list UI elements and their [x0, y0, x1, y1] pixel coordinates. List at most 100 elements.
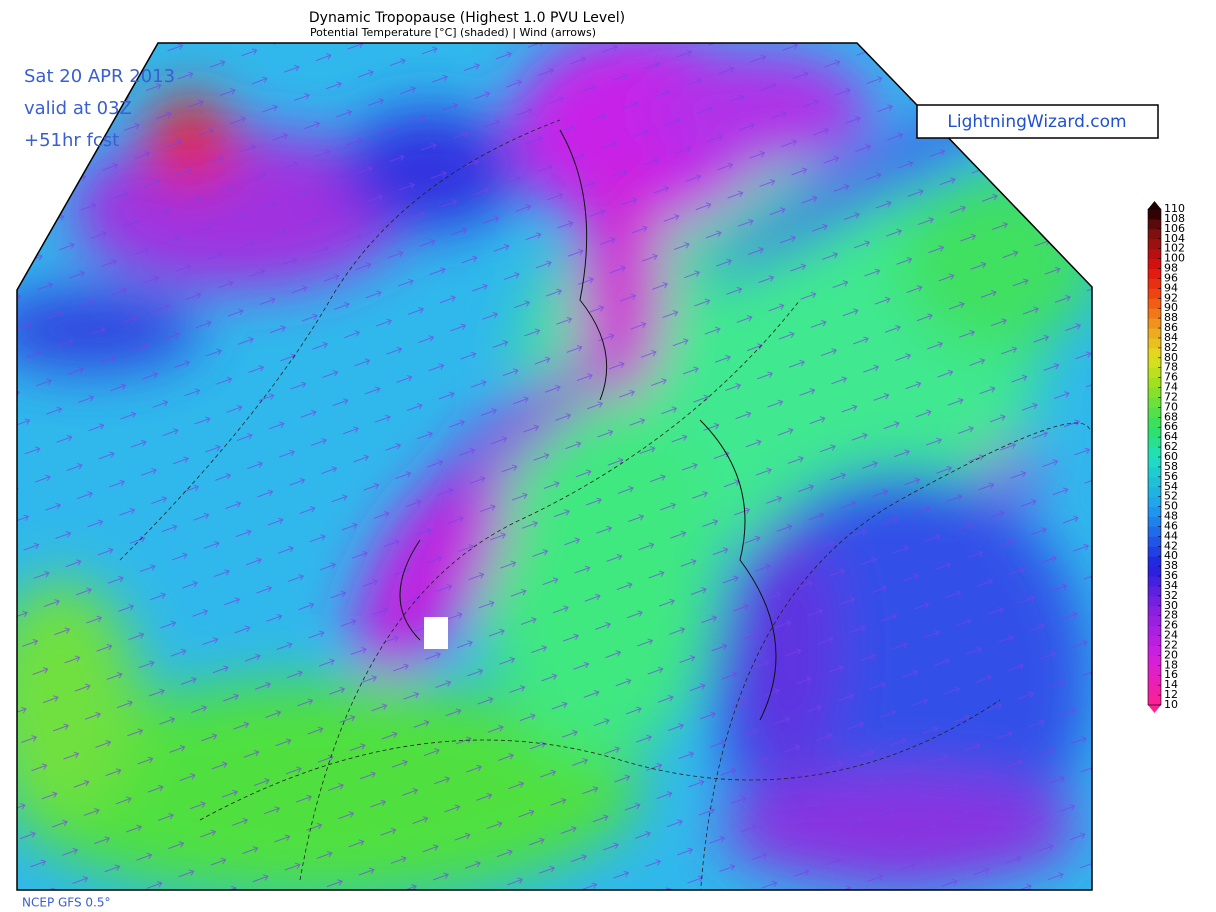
colorbar-label: 38 [1164, 559, 1178, 572]
colorbar-swatch [1148, 407, 1161, 418]
colorbar-swatch [1148, 288, 1161, 299]
colorbar-label: 50 [1164, 500, 1178, 513]
colorbar-label: 108 [1164, 212, 1185, 225]
colorbar-swatch [1148, 655, 1161, 666]
colorbar-label: 56 [1164, 470, 1178, 483]
colorbar-swatch [1148, 238, 1161, 250]
colorbar-label: 48 [1164, 510, 1178, 523]
colorbar-label: 72 [1164, 390, 1178, 403]
colorbar-label: 106 [1164, 222, 1185, 235]
title: Dynamic Tropopause (Highest 1.0 PVU Leve… [309, 10, 625, 26]
colorbar-label: 44 [1164, 529, 1178, 542]
colorbar-label: 58 [1164, 460, 1178, 473]
colorbar-label: 30 [1164, 599, 1178, 612]
colorbar-label: 26 [1164, 619, 1178, 632]
colorbar-swatch [1148, 308, 1161, 319]
colorbar-swatch [1148, 228, 1161, 240]
colorbar-label: 68 [1164, 410, 1178, 423]
colorbar-swatch [1148, 665, 1161, 676]
colorbar-arrow-bottom [1148, 705, 1161, 713]
colorbar-swatch [1148, 268, 1161, 279]
colorbar-swatch [1148, 546, 1161, 557]
colorbar-swatch [1148, 437, 1161, 448]
colorbar-swatch [1148, 486, 1161, 498]
colorbar-swatch [1148, 576, 1161, 587]
colorbar-swatch [1148, 566, 1161, 577]
logo-box [916, 104, 1159, 139]
colorbar-swatch [1148, 258, 1161, 270]
colorbar-swatch [1148, 457, 1161, 468]
valid-time: valid at 03Z [24, 98, 132, 119]
colorbar-label: 88 [1164, 311, 1178, 324]
colorbar-swatch [1148, 536, 1161, 547]
colorbar-label: 54 [1164, 480, 1178, 493]
colorbar-label: 32 [1164, 589, 1178, 602]
colorbar-label: 24 [1164, 629, 1178, 642]
colorbar-swatch [1148, 695, 1161, 706]
colorbar-label: 18 [1164, 658, 1178, 671]
colorbar-label: 46 [1164, 519, 1178, 532]
subtitle: Potential Temperature [°C] (shaded) | Wi… [310, 26, 596, 39]
colorbar-label: 86 [1164, 321, 1178, 334]
colorbar-label: 14 [1164, 678, 1178, 691]
colorbar-swatch [1148, 387, 1161, 398]
colorbar-swatch [1148, 615, 1161, 627]
footer: NCEP GFS 0.5° [22, 896, 111, 910]
colorbar-swatch [1148, 506, 1161, 518]
colorbar-label: 40 [1164, 549, 1178, 562]
colorbar-swatch [1148, 516, 1161, 527]
colorbar-swatch [1148, 357, 1161, 369]
date: Sat 20 APR 2013 [24, 66, 175, 87]
colorbar-swatch [1148, 377, 1161, 389]
colorbar-label: 96 [1164, 271, 1178, 284]
colorbar-arrow-top [1148, 201, 1161, 209]
colorbar-label: 64 [1164, 430, 1178, 443]
colorbar-label: 42 [1164, 539, 1178, 552]
colorbar-swatch [1148, 645, 1161, 656]
colorbar-label: 84 [1164, 331, 1178, 344]
colorbar-label: 28 [1164, 609, 1178, 622]
colorbar-label: 74 [1164, 381, 1178, 394]
colorbar-swatch [1148, 635, 1161, 646]
colorbar-swatch [1148, 556, 1161, 567]
colorbar-swatch [1148, 298, 1161, 309]
colorbar-swatch [1148, 447, 1161, 458]
colorbar-swatch [1148, 337, 1161, 349]
colorbar-label: 16 [1164, 668, 1178, 681]
colorbar-label: 76 [1164, 371, 1178, 384]
colorbar-label: 34 [1164, 579, 1178, 592]
colorbar-label: 60 [1164, 450, 1178, 463]
colorbar-label: 62 [1164, 440, 1178, 453]
colorbar-swatch [1148, 367, 1161, 379]
colorbar-label: 70 [1164, 400, 1178, 413]
colorbar-swatch [1148, 248, 1161, 260]
colorbar-label: 52 [1164, 490, 1178, 503]
colorbar-swatch [1148, 496, 1161, 508]
colorbar-swatch [1148, 675, 1161, 686]
map [17, 43, 1092, 890]
colorbar-label: 100 [1164, 252, 1185, 265]
colorbar-label: 22 [1164, 638, 1178, 651]
colorbar-swatch [1148, 397, 1161, 408]
colorbar-swatch [1148, 526, 1161, 537]
colorbar-swatch [1148, 347, 1161, 359]
colorbar-label: 82 [1164, 341, 1178, 354]
colorbar-swatch [1148, 605, 1161, 617]
colorbar-label: 66 [1164, 420, 1178, 433]
colorbar-swatch [1148, 209, 1161, 220]
colorbar: 1012141618202224262830323436384042444648… [1147, 201, 1185, 713]
colorbar-label: 94 [1164, 281, 1178, 294]
colorbar-label: 90 [1164, 301, 1178, 314]
colorbar-label: 10 [1164, 698, 1178, 711]
colorbar-swatch [1148, 466, 1161, 478]
colorbar-label: 78 [1164, 361, 1178, 374]
colorbar-label: 20 [1164, 648, 1178, 661]
colorbar-label: 104 [1164, 232, 1185, 245]
colorbar-swatch [1148, 625, 1161, 637]
colorbar-label: 110 [1164, 202, 1185, 215]
colorbar-swatch [1148, 685, 1161, 696]
colorbar-label: 92 [1164, 291, 1178, 304]
colorbar-label: 102 [1164, 242, 1185, 255]
forecast-hour: +51hr fcst [24, 130, 119, 151]
